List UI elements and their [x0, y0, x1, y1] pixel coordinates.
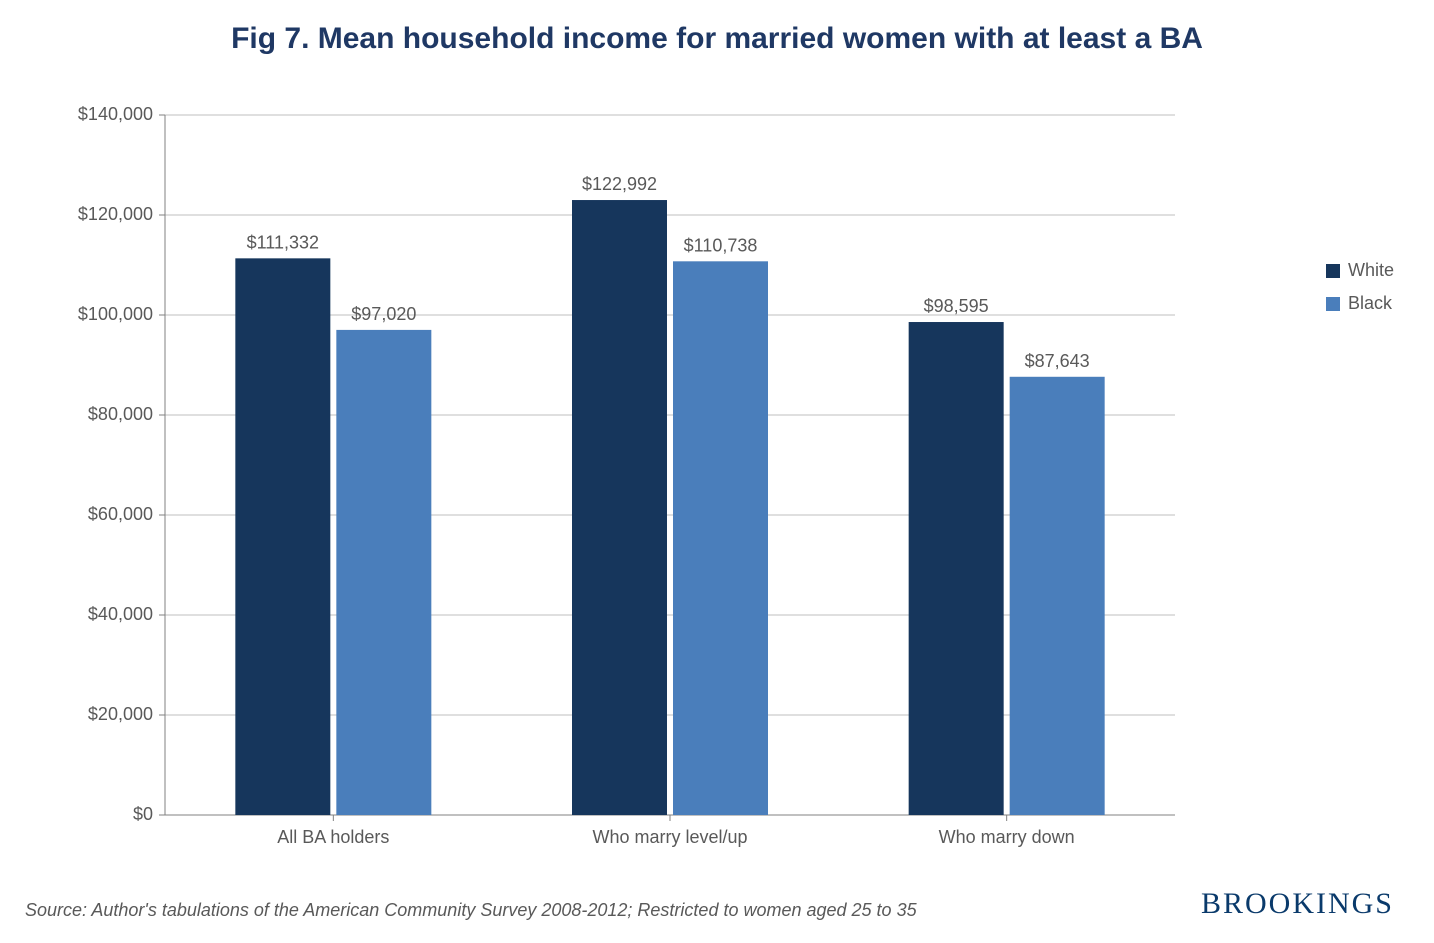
bar: [235, 258, 330, 815]
svg-text:$97,020: $97,020: [351, 304, 416, 324]
svg-text:$80,000: $80,000: [88, 404, 153, 424]
bar: [673, 261, 768, 815]
svg-text:$87,643: $87,643: [1025, 351, 1090, 371]
bar: [909, 322, 1004, 815]
bar: [572, 200, 667, 815]
bar: [336, 330, 431, 815]
svg-text:$20,000: $20,000: [88, 704, 153, 724]
svg-text:$110,738: $110,738: [684, 235, 758, 255]
svg-text:$100,000: $100,000: [78, 304, 153, 324]
legend-swatch: [1326, 264, 1340, 278]
svg-text:$98,595: $98,595: [924, 296, 989, 316]
legend-item: White: [1326, 260, 1394, 281]
svg-text:$140,000: $140,000: [78, 104, 153, 124]
svg-text:$0: $0: [133, 804, 153, 824]
legend-label: White: [1348, 260, 1394, 281]
legend: White Black: [1326, 260, 1394, 326]
chart-title: Fig 7. Mean household income for married…: [0, 20, 1434, 58]
brand-logo: BROOKINGS: [1201, 887, 1394, 921]
svg-text:Who marry level/up: Who marry level/up: [592, 827, 747, 847]
svg-text:$60,000: $60,000: [88, 504, 153, 524]
bar: [1010, 377, 1105, 815]
source-note: Source: Author's tabulations of the Amer…: [25, 900, 917, 921]
svg-text:Who marry down: Who marry down: [939, 827, 1075, 847]
svg-text:$120,000: $120,000: [78, 204, 153, 224]
chart-plot: $0$20,000$40,000$60,000$80,000$100,000$1…: [165, 115, 1175, 815]
svg-text:All BA holders: All BA holders: [277, 827, 389, 847]
legend-swatch: [1326, 297, 1340, 311]
svg-text:$122,992: $122,992: [582, 174, 657, 194]
legend-label: Black: [1348, 293, 1392, 314]
legend-item: Black: [1326, 293, 1394, 314]
svg-text:$40,000: $40,000: [88, 604, 153, 624]
svg-text:$111,332: $111,332: [247, 232, 319, 252]
